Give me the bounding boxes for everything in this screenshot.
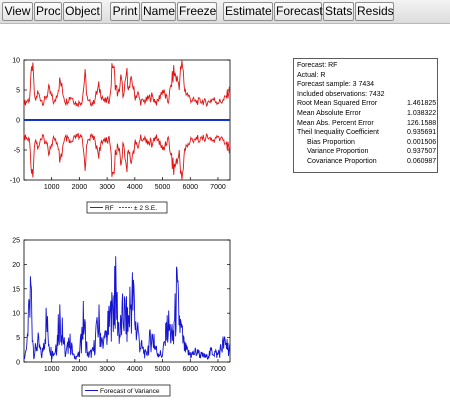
stat-value: 0.060987 [407,157,437,165]
forecast-button[interactable]: Forecast [274,2,323,21]
resids-button[interactable]: Resids [355,2,394,21]
legend-se-label: ± 2 S.E. [134,205,157,212]
stat-value: 0.001506 [407,138,437,146]
observations-label: Included observations: 7432 [297,90,385,98]
variance-line [23,256,231,360]
stat-label: Theil Inequality Coefficient [297,129,379,137]
x-tick-label: 4000 [127,366,143,373]
stat-row: Mean Abs. Percent Error 126.1588 [297,119,437,129]
stat-label: Bias Proportion [307,138,355,146]
stat-row: Bias Proportion 0.001506 [297,138,437,148]
legend-variance-label: Forecast of Variance [100,388,160,395]
legend: RF ± 2 S.E. [86,201,168,214]
sample-label: Forecast sample: 3 7434 [297,81,375,89]
name-button[interactable]: Name [141,2,176,21]
y-tick-label: 25 [12,238,20,245]
stat-label: Mean Abs. Percent Error [297,119,374,127]
y-tick-label: 20 [12,262,20,269]
stat-value: 1.461825 [407,100,437,108]
stat-row: Mean Absolute Error 1.038322 [297,109,437,119]
stats-button[interactable]: Stats [323,2,354,21]
toolbar: View Proc Object Print Name Freeze Estim… [0,0,450,24]
x-tick-label: 2000 [72,366,88,373]
forecast-bands-chart: -10 -5 0 5 10 1000 2000 3000 4000 5000 6000 7000 RF ±… [10,58,231,214]
legend-rf-label: RF [105,205,114,212]
x-tick-label: 5000 [155,366,171,373]
y-tick-label: -10 [10,178,20,185]
y-tick-label: 0 [16,360,20,367]
x-tick-label: 3000 [99,366,115,373]
y-tick-label: 5 [16,335,20,342]
y-tick-label: 0 [16,118,20,125]
stat-value: 0.937507 [407,148,437,156]
object-button[interactable]: Object [63,2,102,21]
x-tick-label: 5000 [155,184,171,191]
x-tick-label: 7000 [210,366,226,373]
actual-label: Actual: R [297,71,326,79]
y-tick-label: -5 [14,148,20,155]
stat-value: 126.1588 [407,119,437,127]
print-button[interactable]: Print [110,2,140,21]
stat-row: Variance Proportion 0.937507 [297,147,437,157]
upper-band-line [23,60,231,108]
stat-value: 0.935691 [407,129,437,137]
view-button[interactable]: View [2,2,33,21]
y-tick-label: 10 [12,58,20,65]
freeze-button[interactable]: Freeze [177,2,217,21]
stat-label: Mean Absolute Error [297,109,361,117]
x-tick-label: 2000 [72,184,88,191]
x-tick-label: 3000 [99,184,115,191]
y-tick-label: 15 [12,286,20,293]
stat-row: Theil Inequality Coefficient 0.935691 [297,128,437,138]
stat-label: Variance Proportion [307,148,369,156]
x-tick-label: 1000 [44,184,60,191]
x-tick-label: 6000 [182,366,198,373]
stat-row: Root Mean Squared Error 1.461825 [297,99,437,109]
legend: Forecast of Variance [81,384,171,397]
estimate-button[interactable]: Estimate [223,2,273,21]
legend-box [81,384,171,397]
stat-label: Root Mean Squared Error [297,100,378,108]
y-tick-label: 10 [12,311,20,318]
x-tick-label: 4000 [127,184,143,191]
x-tick-label: 1000 [44,366,60,373]
stat-row: Covariance Proportion 0.060987 [297,157,437,167]
x-tick-label: 6000 [182,184,198,191]
forecast-stats-box: Forecast: RF Actual: R Forecast sample: … [293,58,438,173]
x-tick-label: 7000 [210,184,226,191]
lower-band-line [23,132,231,180]
stat-label: Covariance Proportion [307,157,377,165]
stat-value: 1.038322 [407,109,437,117]
variance-forecast-chart: 0 5 10 15 20 25 1000 2000 3000 4000 5000 6000 7000 Fo… [12,238,231,397]
proc-button[interactable]: Proc [34,2,62,21]
y-tick-label: 5 [16,88,20,95]
forecast-label: Forecast: RF [297,62,338,69]
